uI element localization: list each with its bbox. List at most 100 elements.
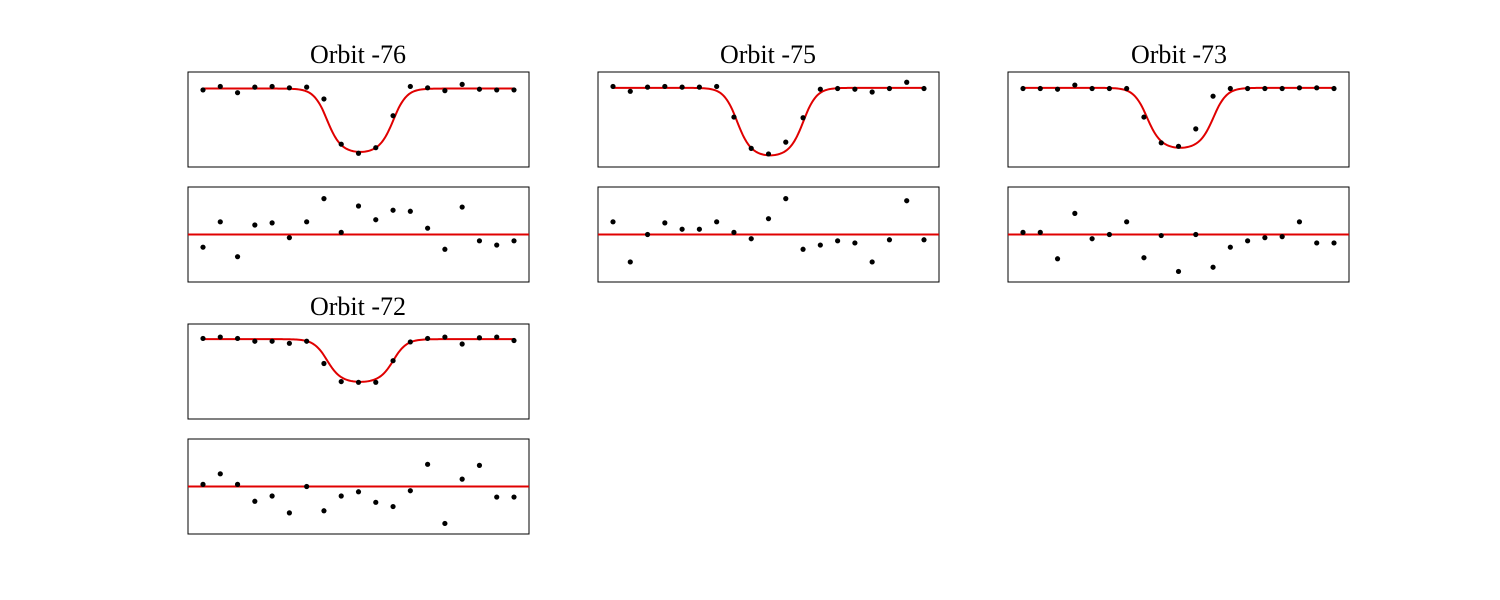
flux-point [610, 83, 616, 90]
flux-point [1262, 85, 1268, 92]
flux-point [852, 86, 858, 92]
flux-point [252, 338, 258, 344]
flux-point [1175, 143, 1182, 149]
residual-point [921, 237, 927, 243]
flux-point [748, 145, 754, 151]
residual-point [714, 219, 720, 225]
flux-point [1227, 85, 1233, 92]
flux-point [355, 379, 362, 385]
flux-point [373, 379, 379, 385]
residual-point [442, 520, 448, 527]
residual-point [390, 503, 396, 510]
residual-point [269, 493, 275, 499]
residual-point [355, 203, 362, 209]
flux-point [459, 341, 465, 347]
flux-point [731, 114, 737, 120]
residual-point [731, 229, 737, 235]
flux-point [355, 150, 362, 156]
residual-point [817, 242, 823, 248]
flux-point [1124, 85, 1130, 92]
flux-point [338, 141, 344, 147]
residual-point [338, 493, 344, 499]
residual-point [1037, 229, 1043, 235]
flux-point [200, 335, 206, 342]
residual-point [200, 481, 206, 487]
residual-point [459, 476, 465, 482]
residual-point [252, 498, 258, 504]
flux-point [511, 337, 517, 344]
flux-point [269, 338, 275, 344]
residual-point [662, 220, 668, 226]
residual-point [679, 226, 685, 232]
flux-point [407, 83, 413, 90]
residual-point [407, 208, 413, 214]
flux-point [234, 335, 241, 342]
residual-point [904, 198, 910, 204]
flux-point [1106, 85, 1112, 92]
panel-orbit-73: Orbit -73 [1007, 40, 1350, 283]
residual-point [286, 510, 292, 516]
residual-point [390, 207, 396, 213]
flux-point [338, 378, 344, 385]
residual-point [800, 246, 806, 252]
residual-point [425, 461, 431, 467]
flux-point [476, 86, 483, 92]
flux-point [494, 87, 500, 93]
flux-point [1072, 82, 1078, 88]
residual-point [1124, 219, 1130, 225]
residual-point [234, 481, 241, 487]
residual-point [355, 489, 362, 495]
residual-point [304, 483, 310, 490]
residual-point [373, 499, 379, 505]
flux-point [662, 83, 668, 90]
residual-point [1089, 236, 1095, 242]
flux-point [476, 335, 483, 341]
points-layer [200, 81, 517, 260]
flux-point [200, 87, 206, 93]
flux-point [765, 151, 772, 157]
flux-point [835, 85, 841, 92]
panel-orbit-76: Orbit -76 [187, 40, 530, 283]
residual-point [1331, 240, 1337, 246]
residual-point [442, 246, 448, 252]
residual-point [886, 237, 893, 243]
flux-point [321, 360, 327, 367]
residual-point [373, 217, 379, 223]
residual-point [511, 238, 517, 244]
flux-point [442, 334, 448, 340]
flux-point [817, 86, 823, 92]
residual-point [748, 236, 754, 242]
residual-point [321, 196, 327, 202]
flux-point [1193, 126, 1199, 132]
residual-point [1314, 240, 1320, 246]
residual-point [627, 259, 633, 265]
flux-point [1141, 114, 1147, 120]
flux-point [1210, 93, 1216, 99]
flux-point [425, 85, 431, 91]
flux-point [269, 83, 275, 90]
residual-point [1296, 219, 1303, 225]
residual-point [1227, 244, 1233, 250]
flux-point [321, 96, 327, 102]
flux-point [407, 339, 413, 345]
flux-point [217, 334, 223, 340]
residual-point [217, 219, 223, 225]
residual-point [1210, 264, 1216, 270]
panel-title: Orbit -75 [720, 40, 816, 69]
flux-point [459, 81, 465, 87]
flux-point [1020, 85, 1026, 92]
flux-point [1296, 85, 1303, 91]
residual-point [252, 222, 258, 228]
panel-title: Orbit -72 [310, 292, 406, 321]
flux-point [696, 84, 702, 90]
flux-point [904, 79, 910, 85]
residual-point [321, 508, 327, 514]
residual-point [234, 254, 241, 260]
residual-point [511, 494, 517, 500]
residual-point [217, 471, 223, 477]
flux-point [714, 83, 720, 90]
residual-point [476, 238, 483, 244]
residual-point [1158, 232, 1164, 239]
flux-point [390, 113, 396, 119]
residual-point [835, 238, 841, 244]
